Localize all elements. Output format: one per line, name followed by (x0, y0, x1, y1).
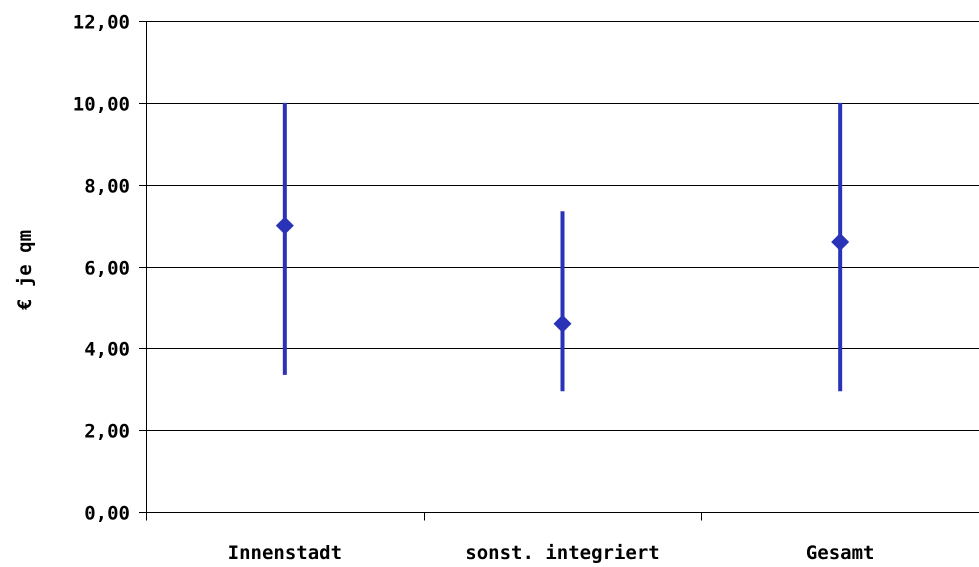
x-category-label: Innenstadt (228, 542, 342, 564)
x-category-label: sonst. integriert (465, 542, 659, 564)
axes (139, 21, 979, 521)
mean-marker (831, 233, 849, 251)
y-axis-title: € je qm (14, 230, 36, 310)
mean-marker (554, 315, 572, 333)
y-tick-label: 2,00 (84, 421, 130, 443)
x-category-label: Gesamt (806, 542, 875, 564)
y-tick-label: 8,00 (84, 176, 130, 198)
y-tick-label: 4,00 (84, 339, 130, 361)
x-category-labels: Innenstadt sonst. integriert Gesamt (228, 542, 875, 564)
y-tick-label: 6,00 (84, 258, 130, 280)
mean-marker (276, 217, 294, 235)
y-tick-labels: 0,00 2,00 4,00 6,00 8,00 10,00 12,00 (73, 12, 130, 525)
y-tick-label: 12,00 (73, 12, 130, 34)
y-tick-label: 10,00 (73, 94, 130, 116)
y-tick-label: 0,00 (84, 503, 130, 525)
